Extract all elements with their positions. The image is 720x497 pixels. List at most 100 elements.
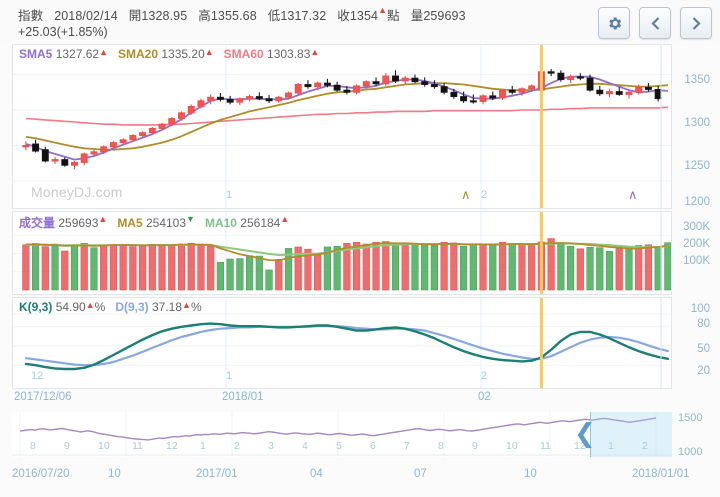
legend-item-name: D(9,3) <box>115 300 152 314</box>
legend-item: SMA20 1335.20▲ <box>118 47 214 61</box>
axis-tick-label: 1300 <box>684 117 710 129</box>
axis-tick-label: 2018/01 <box>222 391 264 403</box>
navigator-month-label: 8 <box>438 440 444 452</box>
up-arrow-icon: ▲ <box>280 214 290 224</box>
panel-month-label: 2 <box>481 370 488 382</box>
axis-tick-label: 1250 <box>684 160 710 172</box>
volume-chart-panel[interactable]: 成交量 259693▲ MA5 254103▼ MA10 256184▲ <box>12 211 672 295</box>
quote-high: 高1355.68 <box>198 9 257 23</box>
kd-legend: K(9,3) 54.90▲% D(9,3) 37.18▲% <box>19 300 212 314</box>
navigator-month-label: 7 <box>404 440 410 452</box>
legend-item-name: SMA5 <box>19 47 56 61</box>
next-button[interactable] <box>680 7 712 39</box>
navigator-month-label: 5 <box>336 440 342 452</box>
up-arrow-icon: ▲ <box>98 214 108 224</box>
axis-tick-label: 2018/01/01 <box>632 468 690 480</box>
quote-low: 低1317.32 <box>267 9 327 23</box>
navigator-month-label: 1 <box>608 440 614 452</box>
chevron-right-icon <box>689 15 704 32</box>
kd-chart-panel[interactable]: K(9,3) 54.90▲% D(9,3) 37.18▲% 12 1 2 <box>12 297 672 389</box>
watermark: MoneyDJ.com <box>31 184 123 200</box>
axis-tick-label: 300K <box>683 221 710 233</box>
navigator-month-label: 2 <box>642 440 648 452</box>
chevron-left-icon <box>648 15 663 32</box>
legend-item-name: MA5 <box>117 216 146 230</box>
legend-item-value: 1303.83 <box>267 47 311 61</box>
navigator-month-label: 10 <box>506 440 518 452</box>
price-chart-svg <box>13 45 671 208</box>
range-navigator[interactable]: 8 9 10 11 12 1 2 3 4 5 6 7 8 9 10 11 12 1 2 ❮ <box>12 412 672 457</box>
price-chart-panel[interactable]: SMA5 1327.62▲ SMA20 1335.20▲ SMA60 1303.83… <box>12 44 672 209</box>
chart-marker: ∧ <box>628 187 638 202</box>
up-arrow-icon: ▲ <box>182 300 191 310</box>
navigator-selection[interactable] <box>590 412 672 457</box>
axis-tick-label: 2017/12/06 <box>14 391 72 403</box>
toolbar <box>598 7 712 39</box>
axis-tick-label: 20 <box>697 365 710 377</box>
legend-item-value: 1335.20 <box>161 47 205 61</box>
legend-item-value: 259693 <box>58 216 99 230</box>
panel-month-label: 1 <box>226 189 233 201</box>
up-arrow-icon: ▲ <box>204 47 214 57</box>
volume-legend: 成交量 259693▲ MA5 254103▼ MA10 256184▲ <box>19 214 299 231</box>
quote-index-label: 指數 <box>18 9 44 23</box>
settings-button[interactable] <box>598 7 630 39</box>
legend-item-unit: % <box>94 300 106 314</box>
legend-item: MA10 256184▲ <box>204 214 290 230</box>
legend-item: SMA60 1303.83▲ <box>224 47 320 61</box>
navigator-month-label: 12 <box>574 440 586 452</box>
legend-item-name: SMA20 <box>118 47 162 61</box>
axis-tick-label: 07 <box>414 468 427 480</box>
axis-tick-label: 10 <box>524 468 537 480</box>
navigator-month-label: 11 <box>132 440 143 452</box>
navigator-month-label: 9 <box>472 440 478 452</box>
axis-tick-label: 10 <box>108 468 121 480</box>
navigator-month-label: 11 <box>540 440 551 452</box>
kd-chart-svg <box>13 298 671 388</box>
legend-item-name: MA10 <box>204 216 241 230</box>
panel-month-label: 2 <box>481 189 488 201</box>
navigator-x-axis: 2016/07/20 10 2017/01 04 07 10 2018/01/01 <box>0 468 720 484</box>
legend-item-value: 54.90 <box>55 300 86 314</box>
navigator-month-label: 6 <box>370 440 376 452</box>
quote-change: +25.03(+1.85%) <box>18 25 108 39</box>
legend-item-value: 37.18 <box>152 300 183 314</box>
date-axis: 2017/12/06 2018/01 02 <box>0 391 720 407</box>
price-y-axis: 1350 1300 1250 1200 <box>676 44 718 209</box>
axis-tick-label: 1350 <box>684 74 710 86</box>
legend-item: MA5 254103▼ <box>117 214 195 230</box>
navigator-month-label: 10 <box>98 440 110 452</box>
up-arrow-icon: ▲ <box>310 47 320 57</box>
navigator-month-label: 8 <box>30 440 36 452</box>
quote-summary-line: 指數 2018/02/14 開1328.95 高1355.68 低1317.32 收135… <box>18 5 477 24</box>
chart-marker: ∧ <box>461 187 471 202</box>
navigator-series-svg <box>12 412 672 457</box>
legend-item-value: 1327.62 <box>55 47 100 61</box>
legend-item-name: 成交量 <box>19 216 59 230</box>
axis-tick-label: 1500 <box>678 412 703 424</box>
legend-item: K(9,3) 54.90▲% <box>19 300 105 314</box>
navigator-left-handle[interactable]: ❮ <box>574 418 596 448</box>
previous-button[interactable] <box>639 7 671 39</box>
navigator-month-labels: 8 9 10 11 12 1 2 3 4 5 6 7 8 9 10 11 12 1 2 <box>12 440 672 454</box>
panel-month-label: 1 <box>226 370 233 382</box>
navigator-month-label: 1 <box>200 440 206 452</box>
navigator-month-label: 2 <box>234 440 240 452</box>
axis-tick-label: 04 <box>310 468 323 480</box>
legend-item: SMA5 1327.62▲ <box>19 47 108 61</box>
navigator-y-axis: 1500 1000 <box>676 412 718 460</box>
axis-tick-label: 2016/07/20 <box>12 468 70 480</box>
axis-tick-label: 100 <box>690 303 710 315</box>
navigator-month-label: 12 <box>166 440 178 452</box>
legend-item: D(9,3) 37.18▲% <box>115 300 201 314</box>
quote-close: 收1354▲點 <box>337 5 400 23</box>
legend-item: 成交量 259693▲ <box>19 214 108 230</box>
navigator-month-label: 4 <box>302 440 308 452</box>
panel-month-label: 12 <box>31 370 44 382</box>
navigator-month-label: 9 <box>64 440 70 452</box>
legend-item-name: K(9,3) <box>19 300 56 314</box>
volume-chart-svg <box>13 212 671 294</box>
quote-date: 2018/02/14 <box>54 9 118 23</box>
navigator-month-label: 3 <box>268 440 274 452</box>
